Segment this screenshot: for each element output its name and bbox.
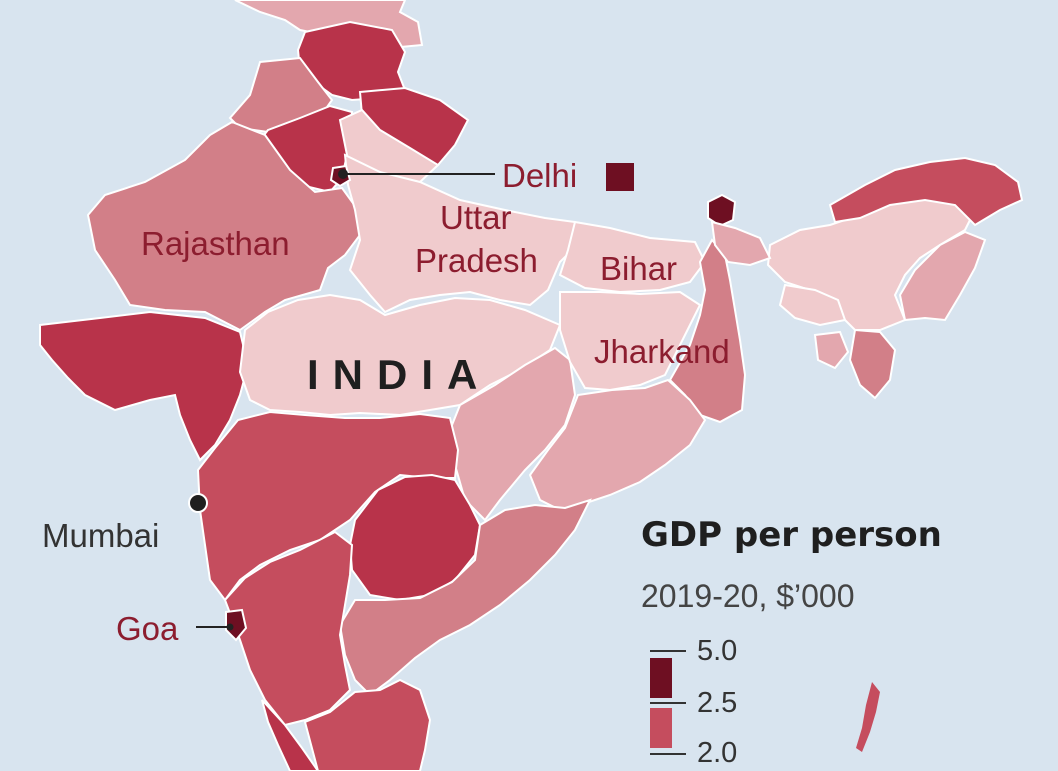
label-uttar: Uttar bbox=[440, 199, 512, 236]
region-jharkhand bbox=[559, 290, 702, 392]
legend-subtitle: 2019-20, $’000 bbox=[641, 578, 855, 614]
region-gujarat bbox=[39, 310, 250, 462]
region-odisha bbox=[528, 378, 707, 512]
label-india: INDIA bbox=[307, 351, 492, 398]
region-meghalaya bbox=[778, 283, 847, 327]
legend-label-2-0: 2.0 bbox=[697, 737, 738, 769]
legend-label-5: 5.0 bbox=[697, 635, 738, 667]
region-tamil-nadu bbox=[303, 678, 432, 771]
label-jharkand: Jharkand bbox=[594, 333, 730, 370]
region-sikkim bbox=[707, 193, 737, 228]
label-goa: Goa bbox=[116, 610, 179, 647]
legend-swatch-dark bbox=[650, 708, 672, 748]
region-karnataka bbox=[223, 530, 354, 727]
label-mumbai: Mumbai bbox=[42, 517, 160, 554]
label-delhi: Delhi bbox=[502, 157, 578, 194]
region-bihar bbox=[558, 220, 707, 294]
region-andhra bbox=[338, 498, 592, 697]
region-uttar-pradesh bbox=[343, 153, 584, 314]
region-chhattisgarh bbox=[446, 346, 577, 522]
region-kerala bbox=[261, 699, 320, 771]
delhi-marker bbox=[338, 169, 348, 179]
region-andaman bbox=[856, 682, 880, 752]
legend-title: GDP per person bbox=[641, 515, 942, 555]
label-pradesh: Pradesh bbox=[415, 242, 538, 279]
goa-marker bbox=[226, 623, 234, 631]
region-nagaland-manipur bbox=[898, 230, 987, 322]
region-west-bengal bbox=[668, 238, 747, 424]
label-rajasthan: Rajasthan bbox=[141, 225, 290, 262]
region-tripura bbox=[813, 330, 850, 370]
mumbai-marker bbox=[188, 493, 208, 513]
label-bihar: Bihar bbox=[600, 250, 678, 287]
delhi-swatch bbox=[606, 163, 634, 191]
legend-label-2-5: 2.5 bbox=[697, 687, 738, 719]
region-mizoram bbox=[848, 328, 897, 400]
legend-swatch-darkest bbox=[650, 658, 672, 698]
region-north-bengal bbox=[710, 220, 772, 267]
legend-scale bbox=[650, 650, 686, 755]
region-rajasthan bbox=[86, 120, 362, 332]
region-arunachal bbox=[828, 156, 1024, 227]
